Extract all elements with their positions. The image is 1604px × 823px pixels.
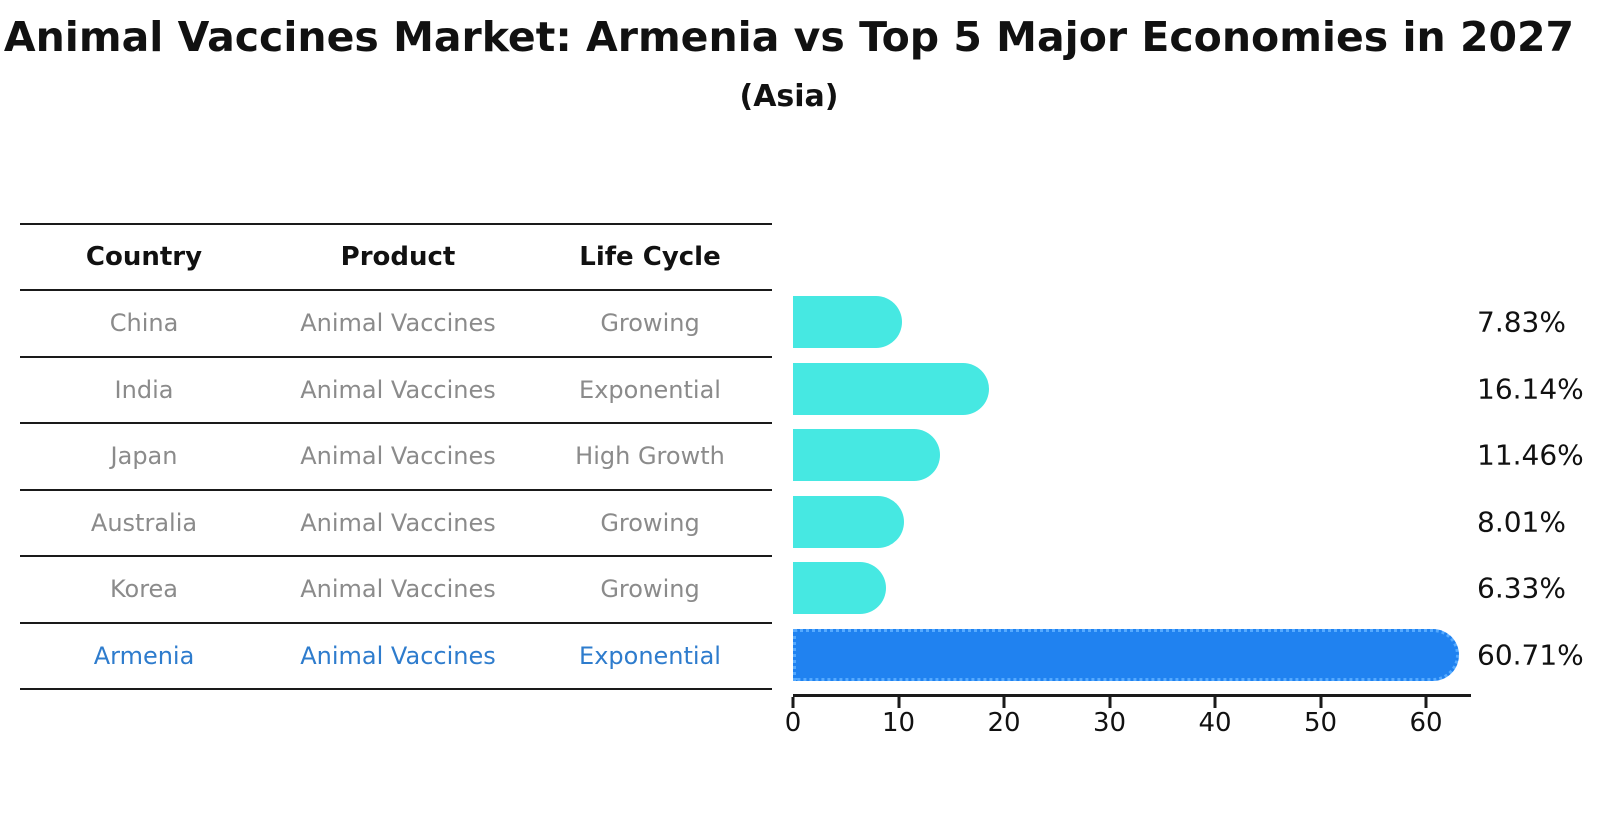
bar-value-label: 16.14%	[1477, 372, 1584, 406]
table-cell-life-cycle: Exponential	[579, 375, 721, 404]
table-cell-country: India	[114, 375, 174, 404]
table-cell-product: Animal Vaccines	[300, 641, 496, 670]
x-tick-label: 40	[1198, 708, 1232, 738]
x-tick	[897, 697, 900, 708]
chart-title: Animal Vaccines Market: Armenia vs Top 5…	[3, 13, 1575, 61]
comparison-table: Country Product Life Cycle China Animal V…	[20, 223, 772, 690]
bar-value-label: 6.33%	[1477, 571, 1566, 605]
table-cell-life-cycle: High Growth	[575, 442, 725, 470]
table-row: Armenia Animal Vaccines Exponential	[20, 624, 772, 690]
x-tick	[1213, 697, 1217, 708]
table-row: Japan Animal Vaccines High Growth	[20, 424, 772, 491]
x-tick-label: 20	[987, 708, 1021, 738]
bar-australia	[793, 495, 904, 548]
table-cell-product: Animal Vaccines	[300, 375, 496, 404]
table-row: India Animal Vaccines Exponential	[20, 358, 772, 424]
x-tick	[1424, 697, 1428, 708]
table-header-country: Country	[85, 242, 203, 272]
table-cell-product: Animal Vaccines	[300, 508, 496, 537]
table-cell-country: Japan	[110, 442, 178, 470]
table-cell-product: Animal Vaccines	[300, 309, 496, 337]
x-tick	[1108, 697, 1111, 708]
bar-value-label: 11.46%	[1477, 438, 1584, 472]
x-tick-label: 10	[881, 708, 916, 738]
bar-china	[793, 296, 902, 349]
table-row: Korea Animal Vaccines Growing	[20, 557, 772, 624]
table-cell-country: Korea	[109, 575, 179, 603]
table-cell-country: Australia	[90, 508, 198, 537]
table-header-product: Product	[340, 242, 456, 272]
table-row: Australia Animal Vaccines Growing	[20, 491, 772, 557]
x-tick-label: 30	[1092, 708, 1127, 738]
bar-india	[793, 362, 990, 415]
chart-subtitle: (Asia)	[739, 79, 839, 114]
x-tick-label: 0	[784, 708, 802, 738]
table-cell-life-cycle: Growing	[600, 309, 700, 337]
bar-value-label: 60.71%	[1477, 638, 1584, 672]
x-tick-label: 60	[1409, 708, 1443, 738]
table-header-life-cycle: Life Cycle	[579, 242, 721, 272]
bar-value-label: 8.01%	[1477, 505, 1566, 539]
bar-korea	[793, 562, 886, 615]
table-cell-product: Animal Vaccines	[300, 575, 496, 603]
table-cell-life-cycle: Exponential	[579, 641, 721, 670]
x-tick	[1319, 697, 1322, 708]
table-cell-life-cycle: Growing	[600, 508, 700, 537]
bar-armenia	[793, 628, 1460, 681]
table-header-row: Country Product Life Cycle	[20, 225, 772, 291]
table-body: China Animal Vaccines Growing India Animal V…	[20, 291, 772, 690]
table-row: China Animal Vaccines Growing	[20, 291, 772, 358]
table-cell-life-cycle: Growing	[600, 575, 700, 603]
x-tick	[1002, 697, 1006, 708]
table-cell-country: Armenia	[93, 641, 195, 670]
x-tick-label: 50	[1303, 708, 1338, 738]
table-cell-country: China	[109, 309, 179, 337]
bar-japan	[793, 429, 940, 482]
x-axis-line	[793, 694, 1471, 697]
x-tick	[791, 697, 795, 708]
bar-value-label: 7.83%	[1477, 305, 1566, 339]
table-cell-product: Animal Vaccines	[300, 442, 496, 470]
